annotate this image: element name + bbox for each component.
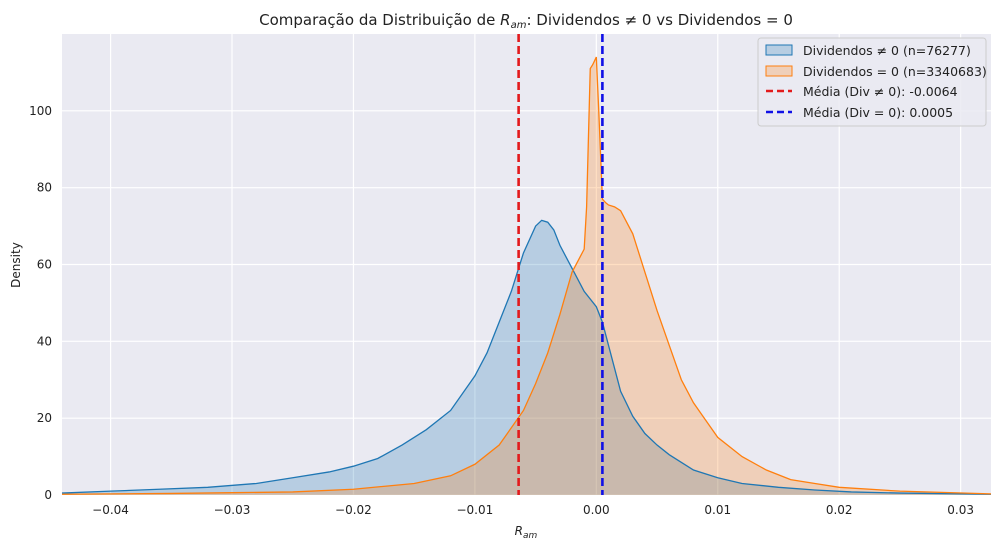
legend-swatch-div-zero (765, 65, 793, 77)
y-axis-ticks: 0 20 40 60 80 100 (29, 104, 52, 502)
density-lines (61, 56, 992, 495)
legend-swatch-div-nonzero (765, 44, 793, 56)
x-tick-label: −0.01 (456, 503, 493, 517)
legend-label-mean-div-nonzero: Média (Div ≠ 0): -0.0064 (803, 84, 958, 99)
x-axis-ticks: −0.04 −0.03 −0.02 −0.01 0.00 0.01 0.02 0.03 (92, 503, 974, 517)
legend-box (757, 37, 987, 127)
x-tick-label: 0.01 (704, 503, 731, 517)
density-areas (62, 57, 991, 496)
x-tick-label: 0.00 (583, 503, 610, 517)
x-tick-label: −0.02 (335, 503, 372, 517)
legend-label-mean-div-zero: Média (Div = 0): 0.0005 (803, 105, 953, 120)
y-axis-label: Density (9, 242, 23, 288)
density-line-series-0 (61, 219, 992, 495)
y-tick-label: 20 (37, 411, 52, 425)
mean-reference-lines (517, 34, 604, 495)
x-axis-label: Ram (515, 524, 538, 541)
legend-label-div-zero: Dividendos = 0 (n=3340683) (803, 64, 987, 79)
density-area-series-0 (62, 220, 991, 495)
y-tick-label: 80 (37, 181, 52, 195)
x-tick-label: −0.04 (92, 503, 129, 517)
gridlines (62, 34, 991, 496)
x-tick-label: 0.03 (947, 503, 974, 517)
y-tick-label: 0 (44, 488, 52, 502)
y-tick-label: 40 (37, 334, 52, 348)
legend-label-div-nonzero: Dividendos ≠ 0 (n=76277) (803, 43, 971, 58)
chart-title: Comparação da Distribuição de Ram: Divid… (259, 11, 793, 31)
x-tick-label: −0.03 (214, 503, 251, 517)
x-tick-label: 0.02 (826, 503, 853, 517)
density-line-series-1 (61, 56, 992, 495)
legend: Dividendos ≠ 0 (n=76277) Dividendos = 0 … (757, 37, 987, 127)
y-tick-label: 60 (37, 258, 52, 272)
density-area-series-1 (62, 57, 991, 496)
y-tick-label: 100 (29, 104, 52, 118)
